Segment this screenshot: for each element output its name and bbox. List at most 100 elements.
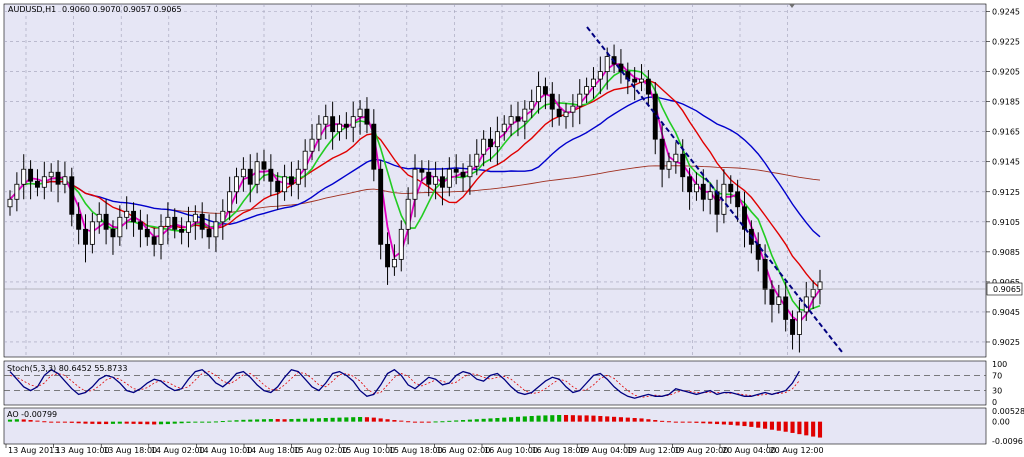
ao-bar [509, 417, 514, 422]
ao-bar [207, 421, 212, 423]
ao-bar [625, 417, 630, 422]
candle-body [96, 213, 102, 223]
candle-body [563, 111, 569, 118]
ao-bar [412, 421, 418, 423]
ao-bar [447, 420, 452, 422]
ao-bar [776, 421, 781, 431]
ao-bar [220, 421, 225, 423]
ao-bar [632, 418, 637, 422]
time-tick-label: 16 Aug 02:00 [436, 446, 490, 455]
ao-bar [639, 418, 644, 422]
stochastic-panel[interactable]: Stoch(5,3,3) 80.6452 55.8733 [3, 360, 987, 406]
candle-body [728, 183, 734, 193]
candle-body [542, 86, 548, 95]
candle-body [350, 116, 356, 128]
candle-body [275, 180, 281, 193]
price-tick-label: 0.9245 [992, 8, 1020, 17]
ao-bar [563, 414, 569, 422]
ao-axis: 0.00528 0.00 -0.0096 [992, 407, 1024, 446]
candle-body [591, 78, 596, 88]
symbol-label: AUDUSD,H1 [8, 5, 56, 14]
candle-body [213, 221, 219, 238]
ao-bar [49, 421, 54, 423]
ao-bar [200, 421, 205, 423]
price-tick-label: 0.9025 [992, 338, 1020, 347]
stoch-tick-label: 70 [992, 371, 1002, 380]
ao-bar [138, 421, 143, 425]
ao-bar [708, 421, 713, 424]
candle-body [673, 153, 679, 163]
ao-bar [495, 418, 500, 422]
ao-bar [618, 417, 623, 422]
awesome-oscillator-panel[interactable]: AO -0.00799 [3, 407, 987, 445]
ao-bar [673, 421, 678, 423]
ao-bar [90, 421, 95, 424]
ao-bar [152, 421, 157, 425]
stoch-tick-label: 30 [992, 387, 1002, 396]
candle-body [508, 116, 514, 125]
candle-body [446, 168, 452, 188]
candle-body [89, 221, 95, 245]
ao-bar [714, 421, 720, 425]
ao-bar [817, 421, 823, 438]
stoch-tick-label: 0 [992, 398, 997, 407]
candle-body [144, 228, 150, 238]
ao-bar [296, 418, 301, 422]
candle-body [453, 168, 459, 173]
ao-bar [110, 421, 116, 424]
ao-bar [371, 417, 376, 422]
candle-body [515, 116, 521, 122]
ao-bar [646, 419, 651, 422]
price-tick-label: 0.9085 [992, 248, 1020, 257]
main-price-panel[interactable]: AUDUSD,H1 0.9060 0.9070 0.9057 0.9065 [3, 3, 987, 358]
candle-body [501, 123, 507, 133]
trendline[interactable] [586, 26, 843, 353]
price-tick-label: 0.9165 [992, 128, 1020, 137]
time-tick-label: 16 Aug 10:00 [484, 446, 538, 455]
scroll-marker-icon[interactable] [789, 4, 795, 8]
ao-bar [680, 421, 685, 423]
time-tick-label: 15 Aug 10:00 [341, 446, 395, 455]
ao-bar [522, 416, 527, 422]
ao-bar [735, 421, 740, 426]
time-tick-label: 20 Aug 04:00 [722, 446, 776, 455]
time-tick-label: 19 Aug 20:00 [674, 446, 728, 455]
ao-bar [687, 421, 692, 423]
candle-body [570, 105, 576, 113]
candle-body [494, 131, 500, 148]
candle-body [186, 221, 191, 233]
ao-bar [330, 417, 335, 422]
candle-body [220, 210, 226, 223]
ao-bar [255, 419, 260, 422]
ao-bar [104, 421, 109, 425]
candle-body [103, 213, 109, 230]
candle-body [199, 213, 205, 230]
ao-bar [385, 419, 390, 422]
ao-bar [351, 417, 356, 422]
candle-body [474, 153, 480, 167]
price-tick-label: 0.9045 [992, 308, 1020, 317]
candle-body [282, 176, 288, 193]
ao-bar [584, 415, 589, 422]
candle-body [14, 183, 20, 200]
stoch-title: Stoch(5,3,3) 80.6452 55.8733 [7, 364, 127, 373]
ao-bar [124, 421, 129, 424]
candle-body [735, 191, 741, 208]
candle-body [131, 210, 137, 223]
candle-body [391, 258, 397, 268]
price-tick-label: 0.9145 [992, 158, 1020, 167]
candle-body [783, 296, 789, 320]
ao-bar [97, 421, 102, 425]
ao-bar [261, 419, 267, 422]
ao-bar [591, 415, 596, 422]
candle-body [597, 71, 603, 80]
candle-body [378, 168, 384, 245]
ao-bar [550, 415, 555, 422]
time-tick-label: 20 Aug 12:00 [770, 446, 824, 455]
candle-body [584, 86, 590, 95]
ao-tick-label: 0.00528 [992, 407, 1024, 416]
current-price-box [986, 282, 1023, 296]
candle-body [41, 176, 47, 188]
candle-body [48, 171, 54, 178]
